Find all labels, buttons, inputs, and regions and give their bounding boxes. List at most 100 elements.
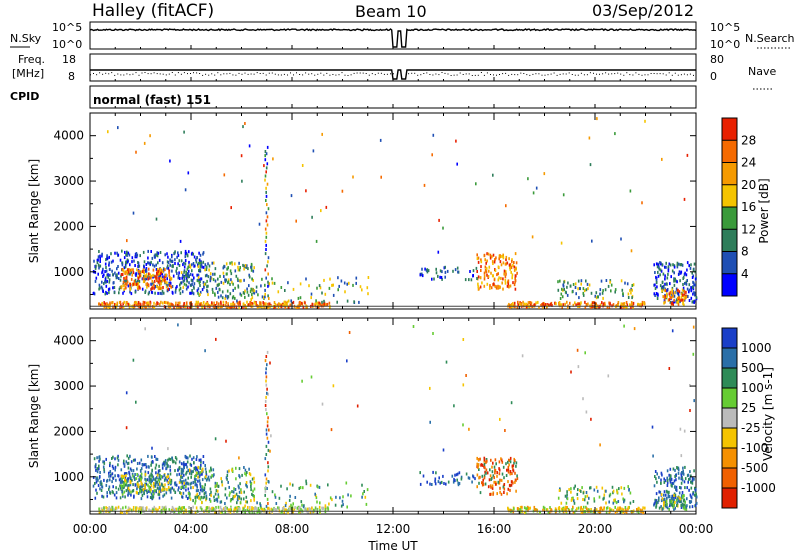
power-cell [148, 272, 150, 276]
velocity-cell [666, 502, 668, 506]
power-cell [250, 265, 252, 269]
velocity-cell [127, 508, 129, 512]
power-cell [152, 281, 154, 285]
power-cell [134, 278, 137, 282]
power-cell [683, 197, 686, 201]
velocity-cell [302, 486, 304, 490]
velocity-cell [483, 458, 486, 462]
power-cell [595, 302, 597, 306]
velocity-cell [196, 471, 199, 475]
power-cell [653, 263, 655, 267]
velocity-cell [500, 478, 503, 482]
velocity-cell [148, 480, 151, 484]
power-cell [660, 286, 663, 290]
velocity-cell [296, 506, 299, 510]
power-cell [542, 302, 544, 306]
power-cell [112, 286, 114, 290]
power-cell [617, 304, 619, 308]
velocity-cell [127, 506, 130, 510]
nave-dot [447, 73, 449, 75]
power-cell [206, 279, 208, 283]
nave-dot [356, 72, 358, 74]
velocity-cell [671, 481, 674, 485]
velocity-cell [228, 469, 230, 473]
power-cell [159, 279, 161, 283]
power-cell [686, 261, 689, 265]
power-cell [694, 291, 696, 295]
power-cbar-label: 28 [741, 133, 756, 147]
velocity-cell [472, 475, 475, 479]
velocity-cell [664, 479, 667, 483]
power-cell [298, 300, 301, 304]
power-cell [251, 277, 253, 281]
velocity-cell [249, 506, 251, 509]
velocity-cell [162, 494, 164, 498]
velocity-cell [152, 492, 155, 496]
velocity-cell [214, 437, 217, 441]
velocity-cell [666, 481, 669, 485]
nave-dot [359, 72, 361, 74]
velocity-cell [146, 495, 149, 499]
power-cell [483, 284, 486, 288]
velocity-cell [658, 490, 660, 494]
velocity-cell [670, 496, 673, 500]
velocity-cell [589, 486, 591, 490]
velocity-cbar-segment [722, 348, 737, 368]
power-cell [663, 284, 665, 288]
velocity-cell [440, 480, 443, 484]
power-cell [512, 281, 514, 285]
velocity-cell [201, 489, 203, 493]
velocity-cell [616, 490, 618, 494]
velocity-cell [117, 487, 120, 491]
velocity-cell [434, 482, 437, 486]
velocity-cell [680, 503, 682, 507]
power-cell [331, 283, 333, 287]
power-cell [483, 274, 486, 278]
velocity-cell [479, 457, 481, 461]
power-cell [421, 274, 424, 278]
velocity-cell [300, 507, 302, 511]
power-cell [132, 271, 135, 275]
nave-dot [383, 73, 385, 75]
nave-dot [365, 73, 367, 74]
power-cell [244, 295, 246, 299]
power-cell [566, 293, 569, 297]
power-cell [489, 256, 492, 260]
power-cell [604, 288, 607, 292]
velocity-cell [118, 478, 121, 482]
power-cell [152, 273, 154, 277]
velocity-cell [625, 508, 627, 512]
power-cell [163, 300, 166, 304]
velocity-cell [666, 476, 668, 480]
power-cell [128, 268, 130, 272]
power-cell [562, 288, 564, 292]
velocity-cell [190, 463, 193, 467]
velocity-cell [582, 509, 584, 513]
velocity-cell [163, 463, 166, 467]
power-cell [622, 294, 624, 297]
power-cell [151, 279, 154, 283]
velocity-cell [434, 479, 436, 483]
velocity-cell [431, 483, 433, 486]
velocity-cell [327, 483, 329, 487]
velocity-cell [201, 467, 204, 471]
power-cell [423, 183, 426, 187]
power-cell [248, 273, 250, 277]
velocity-cell [243, 466, 245, 469]
velocity-cell [690, 474, 692, 478]
power-cell [183, 276, 185, 279]
power-cell [95, 264, 97, 268]
power-cell [663, 301, 665, 305]
power-cell [603, 301, 606, 305]
power-cell [677, 300, 680, 304]
velocity-cell [97, 478, 99, 482]
velocity-cell [151, 494, 154, 498]
power-cell [158, 274, 160, 278]
x-tick-label: 12:00 [376, 522, 411, 536]
velocity-cell [302, 505, 305, 509]
power-cell [489, 286, 491, 290]
power-cell [284, 306, 287, 309]
power-cell [598, 305, 600, 309]
velocity-cell [131, 478, 133, 482]
power-cell [359, 285, 362, 289]
